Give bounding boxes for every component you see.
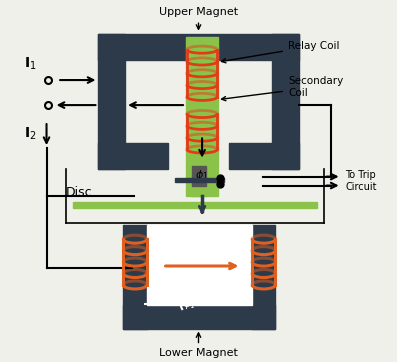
Bar	[186, 37, 218, 196]
Text: Upper Magnet: Upper Magnet	[159, 8, 238, 29]
Bar	[73, 202, 316, 208]
Text: Lower Magnet: Lower Magnet	[159, 333, 238, 358]
Text: Disc: Disc	[66, 186, 93, 199]
Bar	[192, 166, 206, 186]
Bar	[252, 225, 276, 329]
Bar	[123, 305, 276, 329]
Text: $\phi_1$: $\phi_1$	[183, 296, 196, 311]
Bar	[123, 225, 146, 329]
Text: I$_1$: I$_1$	[24, 56, 37, 72]
Bar	[98, 34, 299, 60]
Bar	[175, 178, 224, 182]
Bar	[146, 225, 252, 305]
Bar	[98, 143, 168, 169]
Bar	[272, 34, 299, 169]
Text: Relay Coil: Relay Coil	[222, 41, 339, 63]
Bar	[229, 143, 299, 169]
Bar	[191, 182, 207, 196]
Text: Secondary
Coil: Secondary Coil	[222, 76, 343, 101]
Text: To Trip
Circuit: To Trip Circuit	[345, 171, 377, 192]
Text: $\phi_1$: $\phi_1$	[195, 168, 209, 182]
Bar	[98, 34, 125, 169]
Text: I$_2$: I$_2$	[24, 126, 37, 142]
